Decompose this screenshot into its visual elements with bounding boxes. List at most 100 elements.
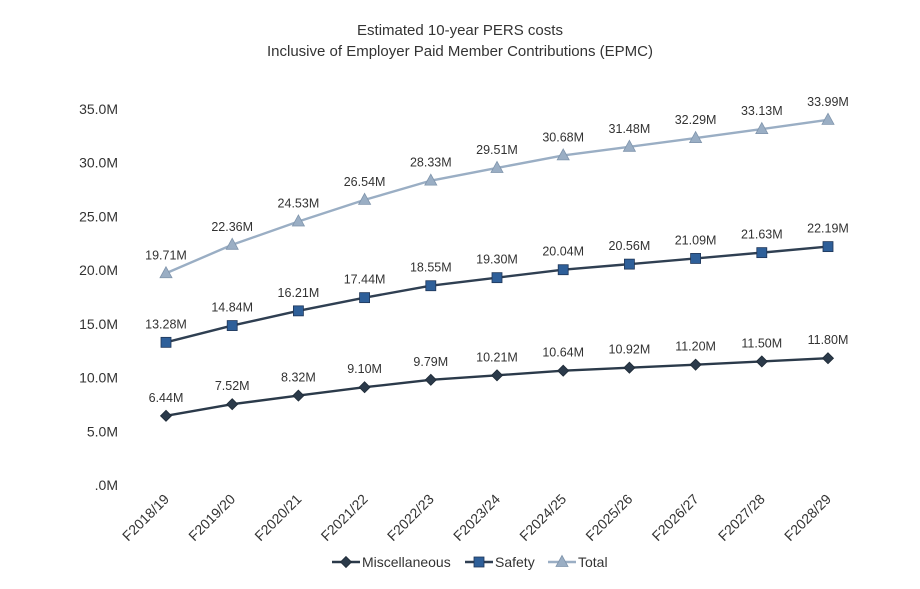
x-tick-label: F2027/28 xyxy=(715,491,768,544)
y-tick-label: 20.0M xyxy=(79,262,118,278)
total-data-label: 22.36M xyxy=(211,220,253,234)
total-point xyxy=(357,192,372,205)
miscellaneous-data-label: 11.50M xyxy=(741,336,782,350)
chart-subtitle: Inclusive of Employer Paid Member Contri… xyxy=(267,43,653,60)
safety-point xyxy=(756,247,768,259)
series-miscellaneous: 6.44M 7.52M 8.32M 9.10M 9.79M 10.21M 10.64M 10.… xyxy=(149,333,849,422)
series-layer: 6.44M 7.52M 8.32M 9.10M 9.79M 10.21M 10.64M 10.… xyxy=(145,95,849,422)
total-data-label: 28.33M xyxy=(410,156,452,170)
legend-label: Miscellaneous xyxy=(362,554,451,570)
miscellaneous-line xyxy=(165,357,829,417)
chart-title: Estimated 10-year PERS costs xyxy=(357,22,563,39)
total-data-label: 30.68M xyxy=(542,130,584,144)
miscellaneous-data-label: 11.80M xyxy=(808,333,849,347)
y-tick-label: 25.0M xyxy=(79,208,118,224)
miscellaneous-data-label: 10.92M xyxy=(609,343,651,357)
legend-label: Total xyxy=(578,554,608,570)
safety-data-label: 13.28M xyxy=(145,317,187,331)
total-data-label: 32.29M xyxy=(675,113,717,127)
safety-data-label: 22.19M xyxy=(807,222,849,236)
miscellaneous-point xyxy=(292,389,305,402)
total-point xyxy=(159,265,173,279)
safety-point xyxy=(624,258,635,270)
x-tick-label: F2021/22 xyxy=(318,491,371,544)
safety-point xyxy=(491,272,503,284)
safety-data-label: 20.04M xyxy=(542,245,584,259)
y-tick-label: 30.0M xyxy=(79,155,118,171)
legend-item-miscellaneous: Miscellaneous xyxy=(332,554,451,570)
safety-point xyxy=(292,305,304,317)
x-tick-label: F2026/27 xyxy=(649,491,702,544)
y-tick-label: 35.0M xyxy=(79,101,118,117)
y-tick-label: 15.0M xyxy=(79,316,118,332)
miscellaneous-data-label: 6.44M xyxy=(149,391,184,405)
safety-point xyxy=(822,241,834,253)
miscellaneous-point xyxy=(623,361,636,374)
miscellaneous-data-label: 11.20M xyxy=(675,340,716,354)
total-point xyxy=(556,148,570,161)
safety-data-label: 17.44M xyxy=(344,273,386,287)
legend-marker xyxy=(555,554,569,567)
total-data-label: 33.13M xyxy=(741,104,783,118)
miscellaneous-point xyxy=(689,358,702,371)
y-axis: .0M 5.0M 10.0M 15.0M 20.0M 25.0M 30.0M 35.0M xyxy=(79,101,118,493)
miscellaneous-point xyxy=(358,381,371,394)
total-point xyxy=(225,237,239,250)
miscellaneous-data-label: 10.64M xyxy=(542,346,584,360)
x-tick-label: F2023/24 xyxy=(450,491,503,544)
safety-data-label: 19.30M xyxy=(476,253,518,267)
total-data-label: 33.99M xyxy=(807,95,849,109)
safety-data-label: 14.84M xyxy=(211,301,253,315)
miscellaneous-data-label: 10.21M xyxy=(476,350,518,364)
total-point xyxy=(821,112,835,125)
miscellaneous-point xyxy=(557,364,570,377)
safety-point xyxy=(160,336,172,348)
legend-label: Safety xyxy=(495,554,535,570)
safety-point xyxy=(226,320,238,331)
x-axis: F2018/19 F2019/20 F2020/21 F2021/22 F2022/23… xyxy=(119,491,834,544)
safety-point xyxy=(557,264,569,276)
miscellaneous-point xyxy=(424,373,437,386)
total-point xyxy=(291,214,306,227)
x-tick-label: F2028/29 xyxy=(781,491,834,544)
x-tick-label: F2020/21 xyxy=(251,491,304,544)
miscellaneous-point xyxy=(159,409,173,422)
total-point xyxy=(490,160,504,173)
miscellaneous-point xyxy=(821,352,835,365)
legend-marker xyxy=(339,555,353,569)
y-tick-label: .0M xyxy=(95,477,118,493)
total-point xyxy=(755,121,769,134)
miscellaneous-point xyxy=(226,398,239,411)
legend-marker xyxy=(473,556,485,568)
series-safety: 13.28M 14.84M 16.21M 17.44M 18.55M 19.30M 20.0… xyxy=(145,222,849,348)
legend: Miscellaneous Safety Total xyxy=(332,554,608,570)
total-data-label: 26.54M xyxy=(344,175,386,189)
total-data-label: 24.53M xyxy=(278,196,320,210)
x-tick-label: F2022/23 xyxy=(384,491,437,544)
total-point xyxy=(622,139,637,152)
miscellaneous-data-label: 9.79M xyxy=(413,355,448,369)
total-point xyxy=(424,173,438,186)
y-tick-label: 10.0M xyxy=(79,370,118,386)
safety-data-label: 20.56M xyxy=(609,239,651,253)
miscellaneous-data-label: 7.52M xyxy=(215,379,250,393)
safety-data-label: 21.63M xyxy=(741,228,783,242)
safety-data-label: 18.55M xyxy=(410,261,452,275)
y-tick-label: 5.0M xyxy=(87,423,118,439)
safety-data-label: 21.09M xyxy=(675,233,717,247)
total-point xyxy=(688,130,703,144)
legend-item-total: Total xyxy=(548,554,608,570)
series-total: 19.71M 22.36M 24.53M 26.54M 28.33M 29.51M 30.6… xyxy=(145,95,849,279)
x-tick-label: F2018/19 xyxy=(119,491,172,544)
miscellaneous-point xyxy=(490,369,504,382)
safety-point xyxy=(425,280,437,292)
x-tick-label: F2019/20 xyxy=(185,491,238,544)
miscellaneous-data-label: 9.10M xyxy=(347,362,382,376)
miscellaneous-data-label: 8.32M xyxy=(281,371,316,385)
safety-point xyxy=(359,292,371,304)
x-tick-label: F2024/25 xyxy=(516,491,569,544)
total-data-label: 31.48M xyxy=(609,122,651,136)
miscellaneous-point xyxy=(755,355,768,368)
x-tick-label: F2025/26 xyxy=(582,491,635,544)
